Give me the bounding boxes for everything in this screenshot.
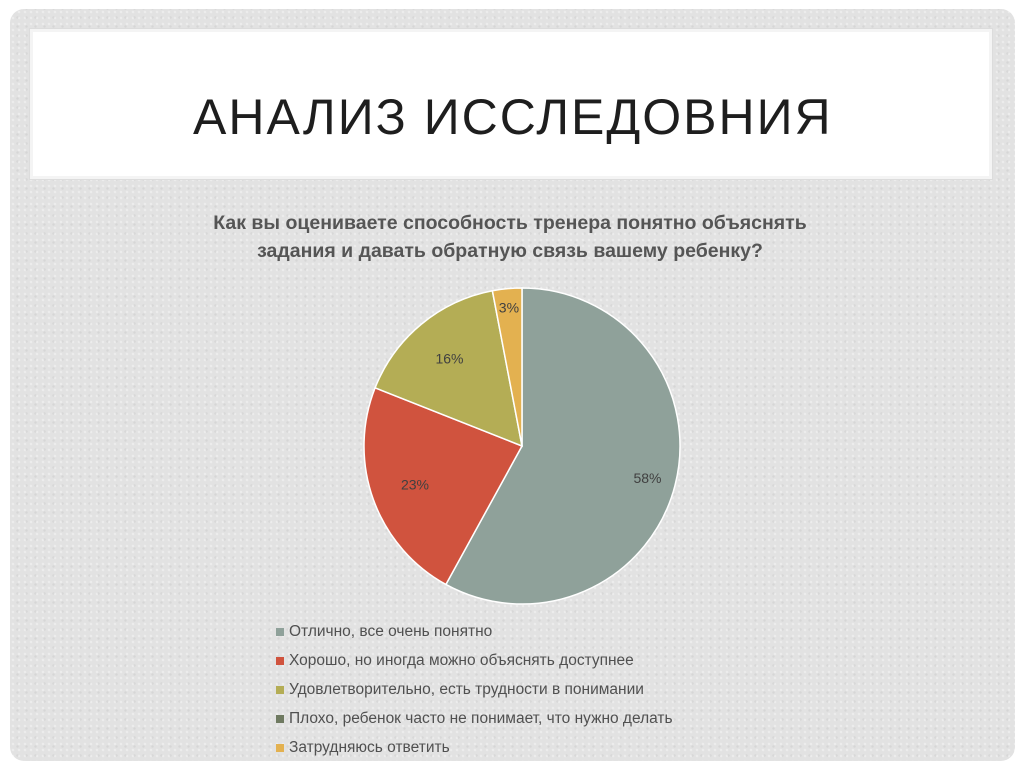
slice-data-label: 23% xyxy=(401,477,429,493)
pie-slice xyxy=(374,289,523,448)
legend-label: Затрудняюсь ответить xyxy=(289,738,450,756)
chart-title-line-2: задания и давать обратную связь вашему р… xyxy=(257,240,763,262)
pie-slice xyxy=(444,287,681,605)
legend-label: Удовлетворительно, есть трудности в пони… xyxy=(289,680,644,698)
chart-legend: Отлично, все очень понятно Хорошо, но ин… xyxy=(276,617,876,761)
legend-item: Затрудняюсь ответить xyxy=(276,733,876,761)
legend-swatch xyxy=(276,627,284,636)
legend-item: Удовлетворительно, есть трудности в пони… xyxy=(276,675,876,704)
legend-swatch xyxy=(276,685,284,694)
pie-slice xyxy=(491,287,523,447)
legend-item: Хорошо, но иногда можно объяснять доступ… xyxy=(276,646,876,675)
chart-title: Как вы оцениваете способность тренера по… xyxy=(110,209,910,265)
slice-data-label: 3% xyxy=(499,300,519,316)
legend-swatch xyxy=(276,714,284,723)
legend-label: Плохо, ребенок часто не понимает, что ну… xyxy=(289,709,673,727)
legend-item: Плохо, ребенок часто не понимает, что ну… xyxy=(276,704,876,733)
slide: АНАЛИЗ ИССЛЕДОВНИЯ Как вы оцениваете спо… xyxy=(10,9,1015,761)
slide-title: АНАЛИЗ ИССЛЕДОВНИЯ xyxy=(193,89,833,145)
legend-label: Хорошо, но иногда можно объяснять доступ… xyxy=(289,651,634,669)
legend-item: Отлично, все очень понятно xyxy=(276,617,876,646)
title-box: АНАЛИЗ ИССЛЕДОВНИЯ xyxy=(30,29,992,179)
legend-swatch xyxy=(276,743,284,752)
slice-data-label: 16% xyxy=(435,350,463,366)
pie-chart: 58% 23% 16% 3% xyxy=(363,287,681,605)
slice-data-label: 58% xyxy=(633,470,661,486)
chart-title-line-1: Как вы оцениваете способность тренера по… xyxy=(213,212,807,234)
pie-slice xyxy=(363,386,524,586)
legend-swatch xyxy=(276,656,284,665)
legend-label: Отлично, все очень понятно xyxy=(289,622,493,640)
